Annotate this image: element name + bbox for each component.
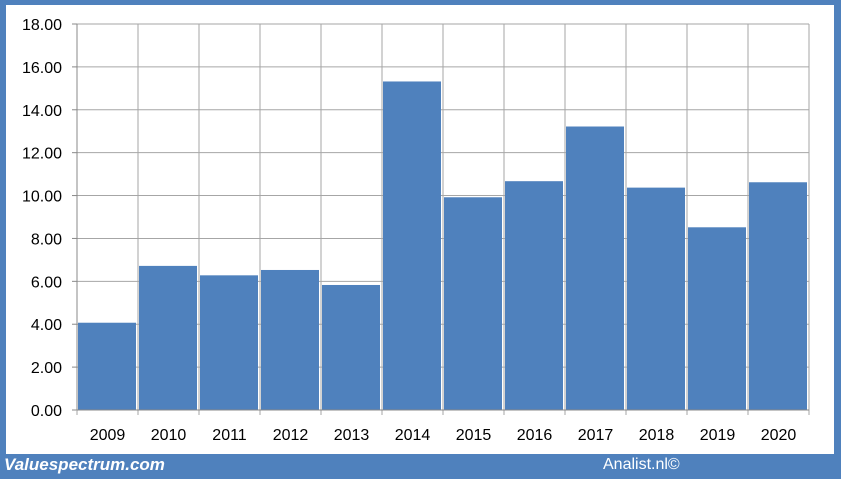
bar-2018: [627, 187, 685, 410]
y-tick-label: 12.00: [22, 146, 62, 163]
bar-chart: 0.00 2.00 4.00 6.00 8.00 10.00 12.00 14.00 16.00…: [22, 17, 810, 444]
y-tick-label: 18.00: [22, 17, 62, 34]
y-tick-label: 14.00: [22, 103, 62, 120]
x-tick-label: 2009: [90, 427, 126, 444]
bar-2012: [261, 269, 319, 410]
bar-2009: [78, 322, 136, 410]
x-tick-label: 2015: [456, 427, 492, 444]
y-tick-label: 6.00: [31, 274, 62, 291]
bar-2017: [566, 126, 624, 410]
x-tick-label: 2019: [700, 427, 736, 444]
x-tick-label: 2012: [273, 427, 309, 444]
footer-brand: Valuespectrum.com: [4, 455, 165, 474]
y-tick-label: 16.00: [22, 60, 62, 77]
x-tick-label: 2013: [334, 427, 370, 444]
x-tick-label: 2011: [212, 427, 247, 444]
x-tick-label: 2016: [517, 427, 553, 444]
x-tick-label: 2014: [395, 427, 431, 444]
bar-2014: [383, 81, 441, 411]
y-tick-label: 2.00: [31, 360, 62, 377]
x-tick-label: 2020: [761, 427, 797, 444]
bar-2013: [322, 284, 380, 410]
x-tick-label: 2017: [578, 427, 614, 444]
footer-credit: Analist.nl©: [603, 456, 680, 473]
y-tick-label: 10.00: [22, 189, 62, 206]
y-tick-label: 4.00: [31, 317, 62, 334]
bar-2010: [139, 265, 197, 410]
bar-2019: [688, 227, 746, 410]
x-tick-label: 2010: [151, 427, 187, 444]
x-tick-label: 2018: [639, 427, 675, 444]
bar-2020: [749, 182, 807, 410]
y-tick-label: 0.00: [31, 403, 62, 420]
y-tick-label: 8.00: [31, 231, 62, 248]
bar-2015: [444, 197, 502, 410]
bar-2016: [505, 181, 563, 410]
bar-2011: [200, 275, 258, 410]
